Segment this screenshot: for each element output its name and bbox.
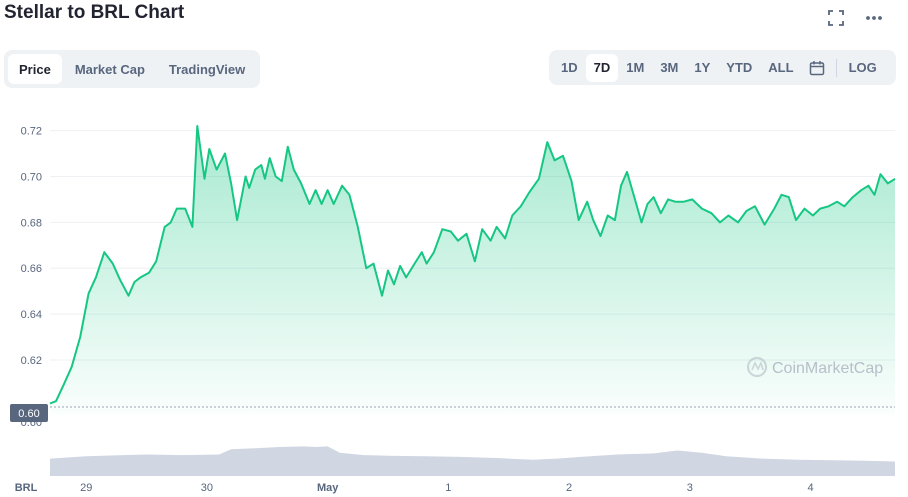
price-area	[50, 126, 895, 415]
y-tick-label: 0.62	[21, 355, 42, 367]
more-icon[interactable]	[864, 8, 884, 28]
range-7d-button[interactable]: 7D	[585, 53, 619, 82]
y-tick-label: 0.66	[21, 263, 42, 275]
volume-area	[50, 446, 895, 476]
current-price-tag	[10, 404, 48, 422]
divider	[835, 58, 837, 77]
x-tick-label: 2	[566, 482, 572, 494]
x-tick-label: 1	[445, 482, 451, 494]
x-tick-label: May	[317, 482, 339, 494]
y-tick-label: 0.68	[21, 217, 42, 229]
range-ytd-button[interactable]: YTD	[726, 60, 753, 75]
range-3m-button[interactable]: 3M	[660, 60, 679, 75]
y-tick-label: 0.70	[21, 171, 42, 183]
tab-tradingview[interactable]: TradingView	[168, 61, 246, 77]
page-title: Stellar to BRL Chart	[4, 2, 185, 23]
y-tick-label: 0.72	[21, 126, 42, 138]
x-tick-label: 3	[687, 482, 693, 494]
range-all-button[interactable]: ALL	[768, 60, 794, 75]
coinmarketcap-logo-icon	[746, 356, 768, 378]
expand-icon[interactable]	[826, 8, 846, 28]
x-tick-label: 29	[80, 482, 92, 494]
currency-label: BRL	[15, 482, 38, 494]
time-range-selector: 1D 7D 1M 3M 1Y YTD ALL LOG	[549, 50, 896, 85]
chart-type-tabs: Price Market Cap TradingView	[4, 50, 261, 88]
range-1d-button[interactable]: 1D	[561, 60, 578, 75]
y-tick-label: 0.64	[21, 309, 42, 321]
calendar-icon[interactable]	[802, 54, 832, 82]
price-line	[49, 125, 896, 405]
x-tick-label: 30	[201, 482, 213, 494]
tab-market-cap[interactable]: Market Cap	[74, 61, 145, 77]
log-scale-toggle[interactable]: LOG	[848, 60, 877, 75]
watermark-text: CoinMarketCap	[772, 360, 883, 377]
current-price-label: 0.60	[18, 408, 39, 420]
x-tick-label: 4	[807, 482, 813, 494]
range-1y-button[interactable]: 1Y	[694, 60, 711, 75]
range-1m-button[interactable]: 1M	[626, 60, 645, 75]
tab-price[interactable]: Price	[8, 54, 62, 84]
